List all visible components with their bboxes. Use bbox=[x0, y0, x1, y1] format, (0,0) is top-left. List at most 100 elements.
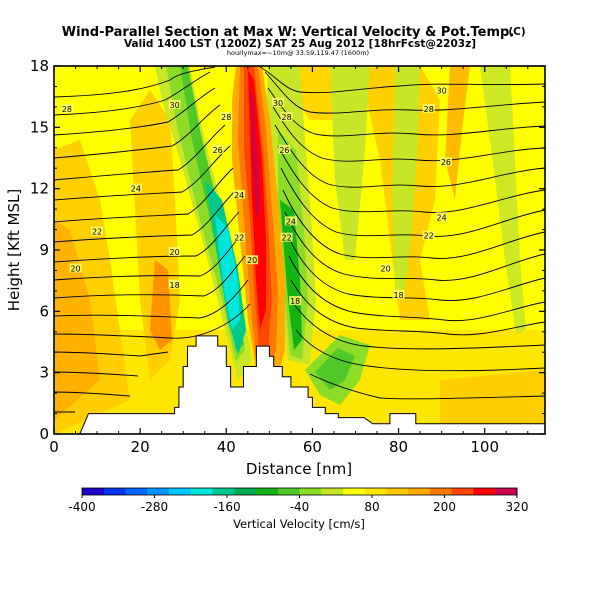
updraft-zone-mid-inner bbox=[150, 260, 172, 350]
y-tick-label: 12 bbox=[30, 180, 49, 198]
isentrope-label-bg bbox=[168, 247, 181, 257]
plot-field bbox=[54, 66, 545, 434]
isentrope-line bbox=[54, 145, 231, 201]
isentrope-label: 26 bbox=[441, 158, 451, 167]
colorbar-swatch bbox=[299, 488, 322, 495]
isentrope-label-bg bbox=[129, 183, 142, 193]
isentrope-line bbox=[309, 373, 545, 400]
colorbar-swatch bbox=[147, 488, 170, 495]
isentrope-label-bg bbox=[289, 296, 302, 306]
x-axis-label: Distance [nm] bbox=[246, 460, 352, 478]
colorbar-swatch bbox=[125, 488, 148, 495]
colorbar-tick-label: 320 bbox=[506, 500, 529, 514]
x-tick-label: 60 bbox=[303, 438, 322, 456]
colorbar-swatch bbox=[495, 488, 518, 495]
isentrope-line bbox=[277, 145, 545, 213]
isentrope-line bbox=[264, 71, 545, 114]
isentrope-label-bg bbox=[439, 157, 452, 167]
isentrope-label-bg bbox=[246, 255, 259, 265]
isentrope-line bbox=[259, 66, 545, 94]
isentrope-line bbox=[54, 167, 234, 223]
isentrope-line bbox=[288, 255, 545, 322]
isentrope-label: 18 bbox=[170, 281, 180, 290]
colorbar-swatch bbox=[212, 488, 235, 495]
chart-title-unit: (C) bbox=[508, 26, 525, 38]
isentrope-label-bg bbox=[91, 226, 104, 236]
isentrope-label-bg bbox=[280, 112, 293, 122]
isentrope-line bbox=[54, 189, 237, 243]
colorbar-swatch bbox=[451, 488, 474, 495]
colorbar-swatch bbox=[169, 488, 192, 495]
isentrope-label: 28 bbox=[281, 113, 291, 122]
y-axis-ticks: 0 3 6 9 12 15 18 bbox=[30, 57, 545, 443]
isentrope-label-bg bbox=[280, 232, 293, 242]
y-tick-label: 9 bbox=[39, 241, 49, 259]
isentrope-line bbox=[290, 279, 545, 336]
lower-right-orange bbox=[440, 370, 545, 434]
isentrope-line bbox=[54, 66, 216, 98]
isentrope-label: 20 bbox=[247, 256, 257, 265]
isentrope-line bbox=[54, 124, 226, 181]
isentrope-label-bg bbox=[220, 112, 233, 122]
y-tick-label: 0 bbox=[39, 425, 49, 443]
chart-run-info: hourlymax=~10m@ 33.59,119.47 (1600m) bbox=[227, 49, 369, 57]
isentrope-label-bg bbox=[60, 103, 73, 113]
isentrope-label: 26 bbox=[213, 146, 223, 155]
downdraft-core-cyan2 bbox=[215, 215, 240, 330]
isentrope-line bbox=[282, 189, 545, 259]
isentrope-label-bg bbox=[69, 263, 82, 273]
isentrope-label: 24 bbox=[437, 213, 447, 222]
y-tick-label: 18 bbox=[30, 57, 49, 75]
isentrope-label: 18 bbox=[290, 297, 300, 306]
isentrope-label-bg bbox=[422, 103, 435, 113]
colorbar-swatch bbox=[277, 488, 300, 495]
isentrope-label: 30 bbox=[437, 87, 447, 96]
isentrope-line bbox=[295, 329, 545, 372]
downdraft-upper-right bbox=[330, 66, 370, 260]
x-tick-label: 80 bbox=[389, 438, 408, 456]
isentrope-label: 20 bbox=[70, 264, 80, 273]
downdraft-lower-right-core bbox=[315, 348, 355, 390]
colorbar-tick-label: -40 bbox=[290, 500, 310, 514]
colorbar-tick-label: -280 bbox=[141, 500, 168, 514]
colorbar-swatch bbox=[386, 488, 409, 495]
colorbar-swatch bbox=[408, 488, 431, 495]
isentrope-contours bbox=[54, 66, 545, 413]
isentrope-label-bg bbox=[422, 230, 435, 240]
x-tick-label: 100 bbox=[470, 438, 499, 456]
isentrope-label: 28 bbox=[424, 105, 434, 114]
isentrope-line bbox=[54, 104, 221, 159]
updraft-zone-left-inner bbox=[54, 220, 100, 420]
isentrope-label-bg bbox=[435, 212, 448, 222]
colorbar-swatch bbox=[234, 488, 257, 495]
isentrope-label-bg bbox=[168, 99, 181, 109]
colorbar-swatch bbox=[190, 488, 213, 495]
y-tick-label: 6 bbox=[39, 302, 49, 320]
isentrope-label: 24 bbox=[234, 191, 244, 200]
isentrope-line bbox=[284, 211, 545, 281]
colorbar-swatch bbox=[473, 488, 496, 495]
colorbar-swatch bbox=[82, 488, 105, 495]
isentrope-line bbox=[274, 124, 545, 188]
isentrope-line bbox=[293, 303, 545, 350]
x-tick-label: 40 bbox=[217, 438, 236, 456]
colorbar-swatch bbox=[343, 488, 366, 495]
isentrope-label: 20 bbox=[381, 264, 391, 273]
isentrope-label-bg bbox=[233, 189, 246, 199]
isentrope-label: 20 bbox=[170, 248, 180, 257]
isentrope-label-bg bbox=[379, 263, 392, 273]
isentrope-line bbox=[54, 351, 169, 357]
colorbar-tick-label: -400 bbox=[68, 500, 95, 514]
isentrope-label-bg bbox=[392, 289, 405, 299]
isentrope-label: 22 bbox=[424, 232, 434, 241]
isentrope-label-bg bbox=[271, 97, 284, 107]
isentrope-line bbox=[54, 87, 216, 136]
chart-title: Wind-Parallel Section at Max W: Vertical… bbox=[62, 25, 515, 40]
isentrope-label: 28 bbox=[62, 105, 72, 114]
isentrope-label: 22 bbox=[92, 228, 102, 237]
isentrope-label-bg bbox=[435, 85, 448, 95]
isentrope-label: 22 bbox=[234, 234, 244, 243]
colorbar-swatch bbox=[321, 488, 344, 495]
